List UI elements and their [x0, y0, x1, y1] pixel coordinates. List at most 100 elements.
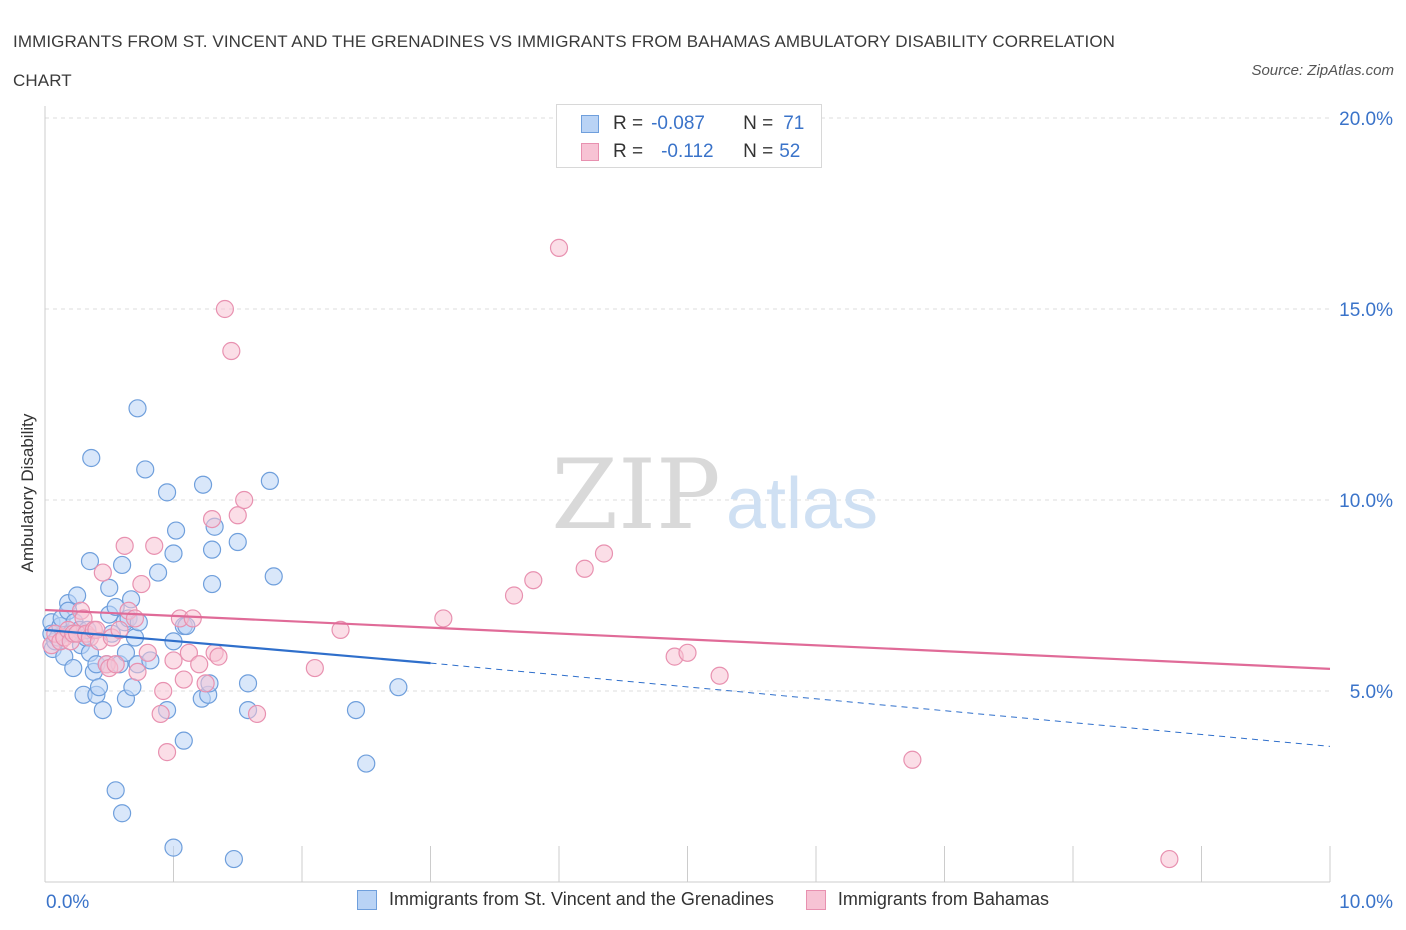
data-point-st-vincent	[89, 678, 109, 697]
data-point-bahamas	[434, 609, 453, 628]
n-label: N =	[743, 141, 774, 162]
data-point-bahamas	[128, 662, 147, 682]
data-point-st-vincent	[164, 544, 183, 563]
legend-item-st-vincent: Immigrants from St. Vincent and the Gren…	[357, 889, 774, 910]
y-tick-label: 15.0%	[1339, 300, 1393, 321]
data-point-st-vincent	[228, 532, 247, 552]
data-point-st-vincent	[164, 838, 183, 857]
data-point-st-vincent	[166, 521, 186, 540]
data-point-st-vincent	[112, 555, 132, 575]
data-point-bahamas	[228, 506, 247, 525]
trend-line-st-vincent-extrapolated	[430, 662, 1331, 747]
data-point-st-vincent	[123, 678, 142, 697]
series-st-vincent-points	[42, 399, 408, 869]
data-point-st-vincent	[174, 731, 193, 750]
r-value: -0.087	[651, 113, 705, 134]
legend-swatch-blue	[357, 889, 378, 910]
data-point-bahamas	[1160, 849, 1179, 869]
data-point-st-vincent	[260, 471, 279, 490]
x-tick-label: 0.0%	[46, 892, 89, 913]
x-tick-label: 10.0%	[1339, 892, 1393, 913]
data-point-bahamas	[549, 238, 569, 257]
tick-labels: 5.0% 10.0% 15.0% 20.0% 0.0% 10.0%	[46, 109, 1393, 913]
data-point-st-vincent	[202, 574, 222, 594]
data-point-bahamas	[132, 574, 151, 594]
correlation-legend: R = -0.087 N = 71 R = -0.112 N = 52	[556, 104, 822, 168]
data-point-bahamas	[151, 704, 170, 724]
data-point-bahamas	[115, 536, 134, 555]
n-value: 52	[779, 141, 801, 162]
trend-lines	[44, 608, 1331, 747]
y-tick-label: 10.0%	[1339, 491, 1393, 512]
data-point-st-vincent	[116, 643, 136, 662]
data-point-st-vincent	[68, 586, 87, 605]
data-point-bahamas	[331, 620, 350, 639]
data-point-bahamas	[903, 750, 922, 769]
data-point-bahamas	[222, 341, 241, 361]
n-value: 71	[783, 113, 805, 134]
data-point-bahamas	[202, 509, 222, 529]
chart-title: IMMIGRANTS FROM ST. VINCENT AND THE GREN…	[13, 32, 1116, 90]
data-point-bahamas	[93, 563, 112, 582]
legend-swatch-pink	[805, 889, 826, 910]
r-label: R =	[613, 113, 644, 134]
data-point-bahamas	[504, 586, 524, 605]
data-point-bahamas	[196, 674, 215, 693]
data-point-bahamas	[183, 609, 202, 628]
data-point-st-vincent	[157, 483, 177, 502]
series-bahamas-points	[42, 238, 1179, 869]
data-point-st-vincent	[202, 540, 222, 559]
data-point-bahamas	[174, 670, 193, 689]
data-point-bahamas	[678, 643, 697, 662]
grid-lines	[45, 117, 1330, 692]
data-point-bahamas	[209, 647, 228, 666]
data-point-st-vincent	[238, 674, 258, 693]
data-point-st-vincent	[193, 475, 213, 494]
data-point-bahamas	[710, 666, 729, 685]
data-point-st-vincent	[136, 460, 155, 479]
data-point-st-vincent	[100, 578, 119, 597]
data-point-bahamas	[215, 299, 234, 319]
data-point-st-vincent	[148, 563, 168, 582]
trend-line-st-vincent	[44, 628, 431, 665]
data-point-bahamas	[157, 743, 177, 762]
legend-row-bahamas: R = -0.112 N = 52	[581, 139, 800, 165]
data-point-st-vincent	[93, 700, 112, 720]
data-point-bahamas	[235, 490, 254, 510]
data-point-bahamas	[575, 559, 594, 578]
data-point-st-vincent	[128, 399, 147, 418]
data-point-st-vincent	[264, 567, 283, 586]
legend-swatch-pink	[581, 143, 599, 161]
data-point-bahamas	[106, 655, 125, 674]
legend-label: Immigrants from St. Vincent and the Gren…	[389, 889, 774, 909]
data-point-st-vincent	[64, 658, 83, 678]
data-point-bahamas	[164, 651, 183, 670]
data-point-bahamas	[145, 536, 164, 555]
data-point-bahamas	[125, 609, 145, 628]
legend-swatch-blue	[581, 115, 599, 133]
legend-item-bahamas: Immigrants from Bahamas	[805, 889, 1049, 910]
data-point-bahamas	[594, 544, 614, 563]
series-legend: Immigrants from St. Vincent and the Gren…	[0, 889, 1406, 910]
data-point-st-vincent	[106, 781, 125, 800]
watermark-atlas: atlas	[726, 464, 878, 544]
data-point-st-vincent	[389, 678, 408, 697]
data-point-st-vincent	[346, 700, 366, 720]
data-point-bahamas	[524, 571, 543, 590]
data-point-st-vincent	[224, 849, 243, 869]
legend-row-st-vincent: R = -0.087 N = 71	[581, 111, 804, 137]
data-point-bahamas	[247, 704, 267, 724]
data-point-st-vincent	[82, 448, 101, 468]
n-label: N =	[743, 113, 774, 134]
legend-label: Immigrants from Bahamas	[837, 889, 1049, 909]
y-tick-label: 20.0%	[1339, 109, 1393, 130]
data-point-bahamas	[305, 658, 324, 678]
data-point-st-vincent	[357, 754, 376, 773]
source-credit: Source: ZipAtlas.com	[1251, 62, 1394, 79]
data-point-bahamas	[179, 643, 199, 662]
data-point-bahamas	[110, 620, 129, 639]
data-point-bahamas	[138, 643, 157, 662]
data-point-bahamas	[190, 655, 209, 674]
trend-line-bahamas	[44, 608, 1331, 670]
